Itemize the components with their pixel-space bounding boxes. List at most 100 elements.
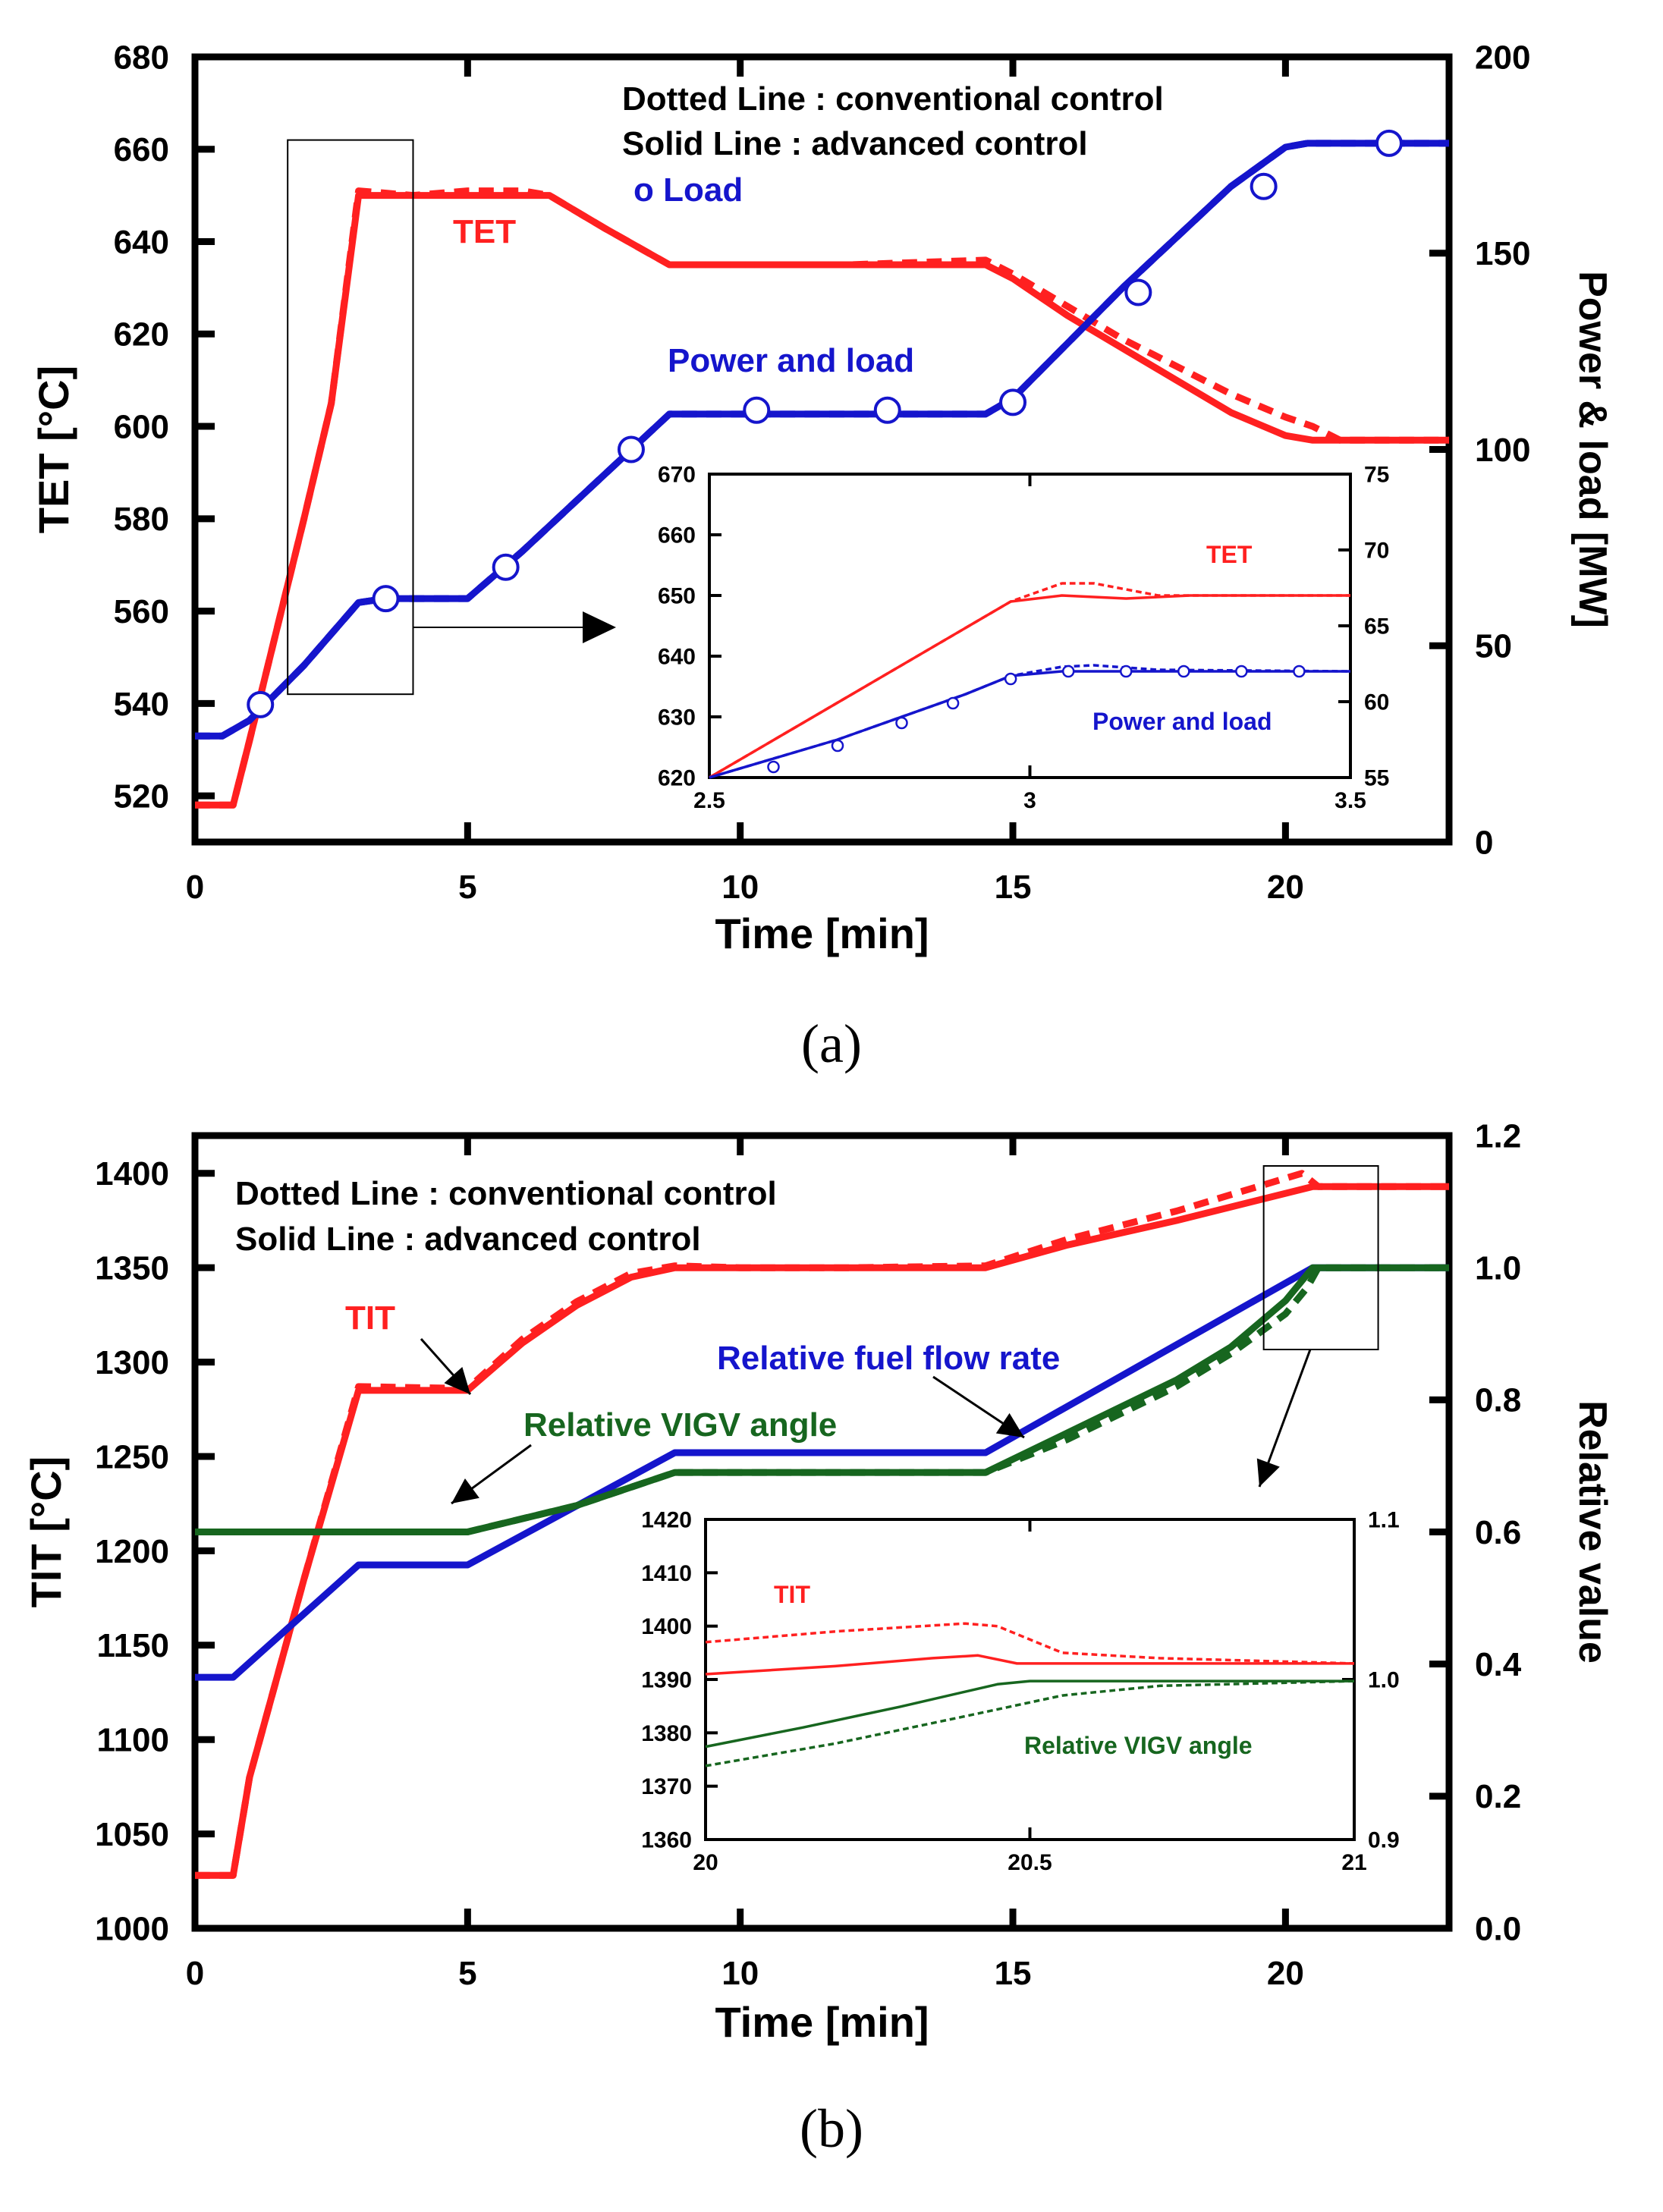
zoom-arrowhead <box>583 611 616 643</box>
y-tick-label: 660 <box>114 131 169 168</box>
load-marker <box>873 396 901 424</box>
x-tick-label: 20 <box>1267 1955 1304 1992</box>
load-marker <box>1293 665 1306 678</box>
y-tick-label: 640 <box>114 224 169 261</box>
label-tit: TIT <box>345 1299 395 1337</box>
series-line <box>705 1679 1355 1767</box>
load-marker <box>1061 665 1075 678</box>
x-tick-label: 10 <box>721 1955 759 1992</box>
y-tick-label: 1100 <box>97 1722 169 1759</box>
y2-tick-label: 1.0 <box>1475 1250 1521 1287</box>
chart-b: 0 5 10 15 20 1000 1050 1100 1150 1200 1250 1300 1350… <box>22 1117 1614 2159</box>
y2-tick-label: 0.4 <box>1475 1646 1522 1683</box>
y-tick-label: 1000 <box>95 1910 169 1947</box>
legend-solid: Solid Line : advanced control <box>235 1221 701 1258</box>
y-tick-label: 630 <box>658 705 696 731</box>
x-tick-label: 15 <box>995 869 1032 906</box>
y-tick-label: 1350 <box>95 1250 169 1287</box>
x-tick-label: 0 <box>186 869 204 906</box>
load-marker <box>946 696 960 710</box>
y-tick-label: 600 <box>114 408 169 445</box>
annotation-arrowhead <box>451 1478 479 1503</box>
chart-a: 0 5 10 15 20 520 540 560 580 600 620 640 660 680 0 50 10… <box>30 39 1614 1074</box>
y-tick-label: 680 <box>114 39 169 76</box>
x-tick-label: 10 <box>721 869 759 906</box>
y2-tick-label: 65 <box>1364 614 1389 639</box>
inset-label-tet: TET <box>1206 541 1253 568</box>
series-line <box>705 1679 1354 1749</box>
y2-tick-label: 50 <box>1475 628 1512 665</box>
y-tick-label: 1300 <box>95 1344 169 1381</box>
label-tet: TET <box>453 213 516 250</box>
x-tick-label: 20 <box>1267 869 1304 906</box>
label-vigv: Relative VIGV angle <box>523 1406 837 1444</box>
x-tick-label: 20 <box>693 1850 718 1875</box>
inset-label-tit: TIT <box>774 1581 810 1608</box>
series-line <box>705 1622 1355 1665</box>
x-axis-title: Time [min] <box>715 910 929 957</box>
load-marker <box>767 760 780 774</box>
y-tick-label: 540 <box>114 686 169 723</box>
label-fuel: Relative fuel flow rate <box>717 1340 1060 1377</box>
x-tick-label: 5 <box>458 1955 476 1992</box>
y-tick-label: 620 <box>658 766 696 791</box>
y-tick-label: 580 <box>114 501 169 538</box>
y-tick-label: 1410 <box>641 1561 692 1586</box>
x-axis-title: Time [min] <box>715 1998 929 2046</box>
inset-background <box>701 1515 1359 1844</box>
y2-tick-label: 0.8 <box>1475 1382 1521 1419</box>
y-tick-label: 1400 <box>641 1614 692 1639</box>
series-line <box>195 1170 1449 1879</box>
series-line <box>195 1264 1449 1535</box>
label-power: Power and load <box>668 342 914 379</box>
load-marker <box>999 388 1027 416</box>
y2-tick-label: 0.9 <box>1368 1828 1400 1853</box>
series-line <box>709 670 1350 779</box>
load-marker <box>1235 665 1248 678</box>
y-tick-label: 1400 <box>95 1155 169 1192</box>
series-line <box>709 582 1350 779</box>
inset-label-power: Power and load <box>1092 708 1272 735</box>
zoom-region <box>1262 1165 1379 1350</box>
y-tick-label: 670 <box>658 463 696 488</box>
series-line <box>195 1264 1449 1535</box>
y2-tick-label: 0 <box>1475 824 1493 861</box>
y-tick-label: 1380 <box>641 1721 692 1746</box>
inset-background <box>705 470 1355 782</box>
zoom-region <box>287 139 414 696</box>
y-tick-label: 560 <box>114 593 169 630</box>
y2-tick-label: 1.1 <box>1368 1508 1400 1533</box>
y2-tick-label: 200 <box>1475 39 1530 76</box>
load-marker <box>1375 129 1403 157</box>
y-tick-label: 1390 <box>641 1668 692 1693</box>
load-marker <box>1120 665 1133 678</box>
x-tick-label: 2.5 <box>693 788 725 813</box>
y2-axis-title: Relative value <box>1570 1400 1614 1664</box>
y2-tick-label: 70 <box>1364 539 1389 564</box>
inset-label-vigv: Relative VIGV angle <box>1024 1732 1253 1759</box>
y-tick-label: 1200 <box>95 1533 169 1570</box>
x-tick-label: 20.5 <box>1008 1850 1052 1875</box>
load-marker <box>617 435 645 463</box>
annotation-arrowhead <box>1256 1458 1280 1487</box>
series-line <box>705 1654 1354 1676</box>
legend-solid: Solid Line : advanced control <box>622 125 1088 162</box>
y-tick-label: 520 <box>114 778 169 815</box>
load-marker <box>743 396 771 424</box>
annotation-arrowhead <box>444 1366 470 1394</box>
y2-tick-label: 0.2 <box>1475 1778 1521 1815</box>
y-axis-title: TET [°C] <box>30 366 77 533</box>
y-tick-label: 1250 <box>95 1438 169 1475</box>
load-marker <box>1177 665 1190 678</box>
legend-load: o Load <box>633 171 743 209</box>
load-marker <box>372 585 400 613</box>
legend-dotted: Dotted Line : conventional control <box>622 80 1164 118</box>
y-axis-title: TIT [°C] <box>22 1456 70 1608</box>
load-marker <box>492 553 520 581</box>
y-tick-label: 1360 <box>641 1828 692 1853</box>
y2-tick-label: 0.6 <box>1475 1514 1521 1551</box>
y-tick-label: 1370 <box>641 1774 692 1799</box>
caption-a: (a) <box>801 1013 862 1074</box>
x-tick-label: 15 <box>995 1955 1032 1992</box>
